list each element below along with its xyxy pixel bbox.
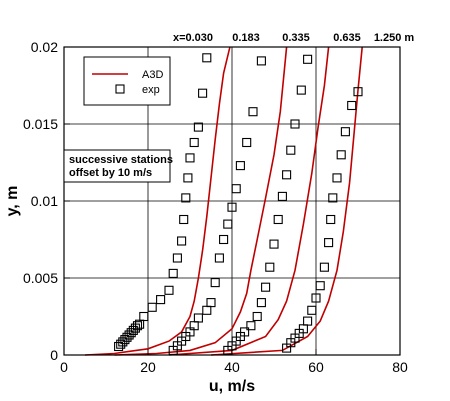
exp-point-station-3: [265, 262, 275, 272]
exp-point-station-1: [179, 214, 189, 225]
exp-point-station-4: [353, 87, 363, 97]
exp-point-station-2: [242, 137, 252, 148]
a3d-curve-station-2: [114, 46, 288, 356]
exp-point-station-2: [193, 313, 203, 323]
exp-point-station-2: [223, 219, 233, 229]
exp-point-station-3: [286, 145, 296, 155]
station-label-2: 0.183: [232, 32, 260, 44]
exp-point-station-3: [273, 214, 283, 225]
exp-point-station-2: [235, 161, 245, 171]
exp-point-station-4: [319, 262, 329, 272]
x-tick-label: 0: [60, 359, 68, 375]
a3d-curve-station-1: [84, 46, 231, 356]
exp-point-station-3: [240, 327, 250, 337]
exp-point-station-2: [206, 298, 216, 308]
exp-point-station-4: [326, 214, 336, 225]
exp-point-station-4: [307, 305, 317, 315]
exp-point-station-3: [246, 321, 256, 331]
annotation-text: successive stations offset by 10 m/s: [69, 154, 173, 179]
y-tick-label: 0.01: [31, 193, 58, 209]
exp-point-station-1: [177, 236, 187, 246]
legend-label-a3d: A3D: [142, 69, 163, 81]
legend-label-exp: exp: [142, 84, 160, 96]
station-labels: x=0.030 0.183 0.335 0.635 1.250 m: [173, 32, 414, 44]
x-axis-label: u, m/s: [209, 378, 255, 395]
exp-point-station-4: [347, 100, 357, 111]
experimental-markers: [114, 53, 363, 355]
exp-point-station-4: [315, 281, 325, 291]
y-tick-label: 0.02: [31, 39, 58, 55]
annotation: successive stations offset by 10 m/s: [63, 149, 173, 183]
exp-point-station-1: [168, 268, 178, 278]
exp-point-station-4: [328, 193, 338, 203]
station-label-4: 0.635: [333, 32, 361, 44]
exp-point-station-3: [269, 239, 279, 249]
exp-point-station-1: [189, 137, 199, 148]
x-tick-label: 60: [308, 359, 324, 375]
exp-point-station-3: [261, 282, 271, 292]
exp-point-station-2: [227, 202, 237, 212]
exp-point-station-4: [336, 150, 346, 160]
exp-point-station-1: [172, 253, 182, 263]
exp-point-station-3: [252, 311, 262, 322]
exp-point-station-1: [181, 193, 191, 203]
x-tick-label: 40: [224, 359, 240, 375]
exp-point-station-2: [256, 56, 266, 66]
y-axis-label: y, m: [4, 186, 21, 217]
axis-ticks: 0 20 40 60 80 0 0.005 0.01 0.015 0.02: [23, 39, 408, 375]
station-label-1: x=0.030: [173, 32, 213, 44]
annotation-box: [63, 149, 171, 183]
exp-point-station-1: [183, 173, 193, 183]
exp-point-station-4: [332, 173, 342, 183]
legend: A3D exp: [83, 56, 171, 106]
exp-point-station-1: [198, 88, 208, 98]
exp-point-station-2: [219, 234, 229, 245]
exp-point-station-3: [277, 191, 287, 201]
exp-point-station-1: [132, 321, 143, 331]
y-tick-label: 0.015: [23, 116, 58, 132]
exp-point-station-4: [340, 127, 350, 137]
exp-point-station-2: [248, 107, 258, 117]
y-tick-label: 0: [50, 347, 58, 363]
exp-point-station-1: [202, 53, 212, 63]
exp-point-station-3: [296, 85, 306, 95]
exp-point-station-3: [256, 298, 266, 308]
y-tick-label: 0.005: [23, 270, 58, 286]
exp-point-station-4: [324, 238, 334, 248]
exp-point-station-3: [290, 119, 300, 129]
exp-point-station-1: [156, 295, 166, 305]
exp-point-station-3: [282, 170, 292, 180]
exp-point-station-1: [147, 302, 157, 312]
station-label-5: 1.250 m: [374, 32, 415, 44]
exp-point-station-3: [303, 54, 313, 64]
exp-point-station-2: [202, 305, 212, 315]
x-tick-label: 80: [392, 359, 408, 375]
exp-point-station-2: [210, 278, 220, 288]
a3d-curve-station-3: [168, 46, 330, 356]
exp-point-station-4: [311, 293, 321, 303]
exp-point-station-1: [185, 153, 195, 163]
legend-square-marker: [115, 84, 125, 94]
exp-point-station-1: [193, 122, 203, 132]
exp-point-station-2: [214, 253, 224, 263]
exp-point-station-2: [231, 184, 241, 194]
exp-point-station-4: [303, 316, 313, 326]
x-tick-label: 20: [140, 359, 156, 375]
exp-point-station-1: [164, 285, 174, 295]
station-label-3: 0.335: [282, 32, 310, 44]
legend-box: [83, 56, 171, 106]
exp-point-station-1: [139, 311, 149, 322]
